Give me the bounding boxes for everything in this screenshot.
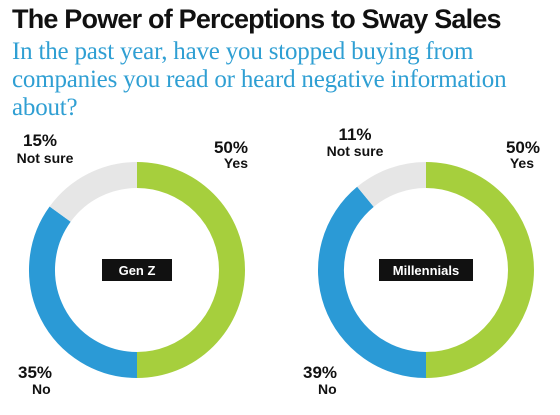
value-label-yes: 50% (506, 138, 540, 157)
center-label: Millennials (393, 263, 459, 278)
page-title: The Power of Perceptions to Sway Sales (12, 4, 502, 34)
center-label: Gen Z (119, 263, 156, 278)
value-label-not-sure: 11% (338, 125, 371, 144)
value-label-no: 39% (303, 363, 337, 382)
chart-subtitle: In the past year, have you stopped buyin… (12, 38, 507, 121)
center-badge (102, 259, 172, 281)
donut-millennials: Millennials 50% Yes 39% No 11% Not sure (303, 125, 540, 397)
category-label-no: No (318, 381, 337, 397)
value-label-yes: 50% (214, 138, 248, 157)
value-label-not-sure: 15% (23, 131, 57, 150)
category-label-not-sure: Not sure (17, 150, 74, 166)
category-label-yes: Yes (510, 155, 534, 171)
category-label-not-sure: Not sure (327, 143, 384, 159)
center-badge (379, 259, 473, 281)
value-label-no: 35% (18, 363, 52, 382)
segment-yes (425, 162, 534, 378)
donut-gen-z: Gen Z 50% Yes 35% No 15% Not sure (17, 131, 249, 397)
segment-not-sure (49, 162, 138, 223)
segment-no (318, 186, 427, 378)
segment-no (29, 206, 138, 378)
segment-yes (136, 162, 245, 378)
category-label-no: No (32, 381, 51, 397)
category-label-yes: Yes (224, 155, 248, 171)
segment-not-sure (357, 162, 427, 208)
